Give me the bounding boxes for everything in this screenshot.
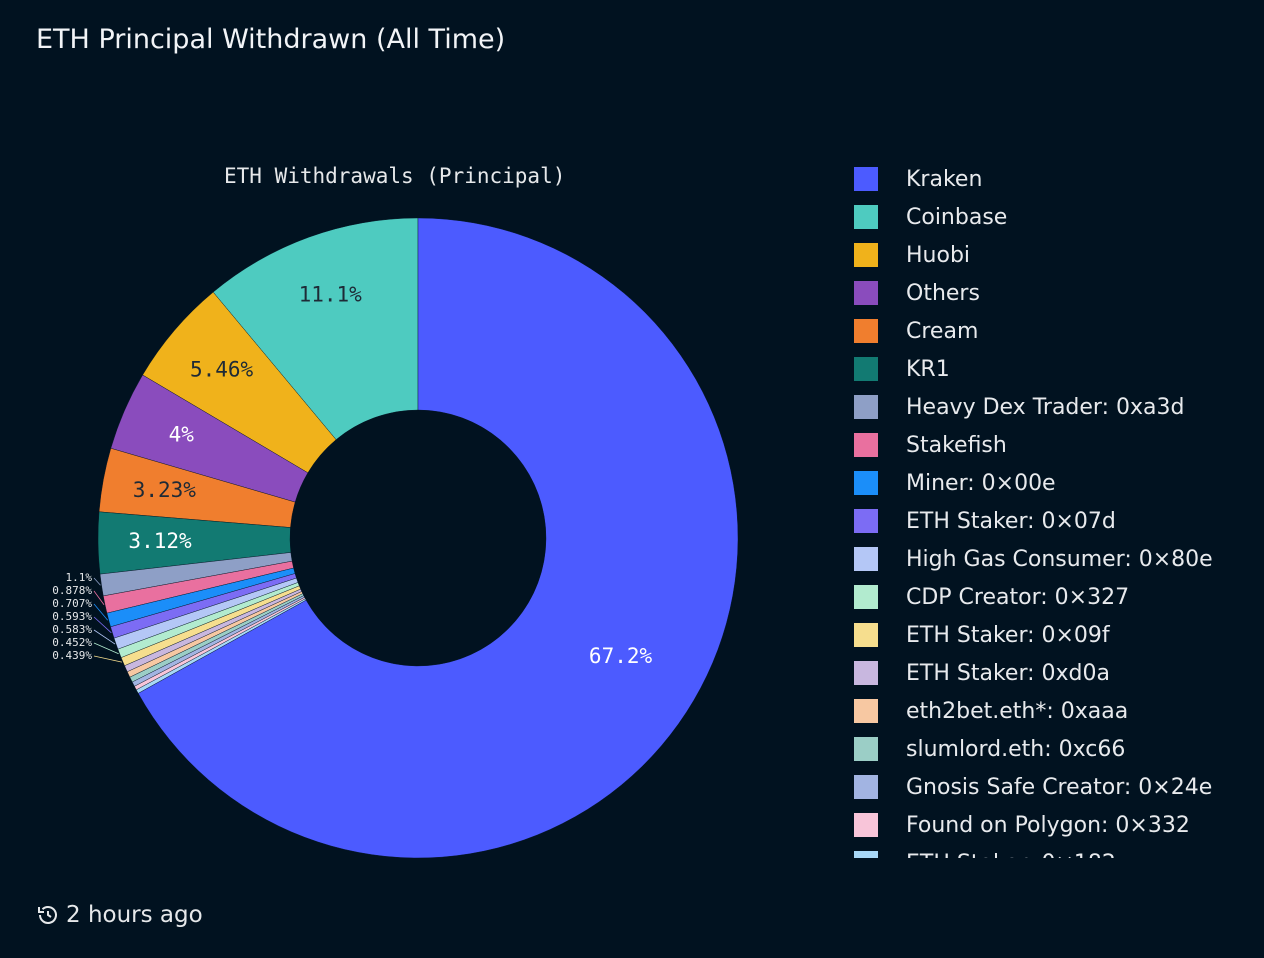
legend-swatch: [854, 661, 878, 685]
legend-label: Heavy Dex Trader: 0xa3d: [906, 394, 1185, 420]
legend-label: Miner: 0×00e: [906, 470, 1056, 496]
legend-label: KR1: [906, 356, 950, 382]
leader-line-9: [93, 616, 112, 634]
legend-label: Kraken: [906, 166, 983, 192]
slice-0[interactable]: [137, 217, 739, 859]
donut-chart: 11.1%5.46%4%3.23%3.12%1.1%0.878%0.707%0.…: [52, 217, 739, 859]
legend-item[interactable]: ETH Staker: 0×182: [854, 844, 1254, 858]
slice-label-4: 3.23%: [133, 478, 197, 502]
legend-item[interactable]: ETH Staker: 0×09f: [854, 616, 1254, 654]
leader-line-7: [93, 590, 105, 606]
legend-swatch: [854, 433, 878, 457]
slice-label-7: 0.878%: [52, 584, 92, 597]
legend: Kraken Coinbase Huobi Others Cream KR1 Heavy D…: [854, 160, 1254, 858]
legend-item[interactable]: Cream: [854, 312, 1254, 350]
legend-label: CDP Creator: 0×327: [906, 584, 1130, 610]
legend-label: Huobi: [906, 242, 971, 268]
legend-label: ETH Staker: 0×09f: [906, 622, 1110, 648]
legend-item[interactable]: Gnosis Safe Creator: 0×24e: [854, 768, 1254, 806]
page-title: ETH Principal Withdrawn (All Time): [36, 24, 506, 55]
legend-item[interactable]: eth2bet.eth*: 0xaaa: [854, 692, 1254, 730]
leader-line-6: [93, 577, 101, 586]
legend-swatch: [854, 471, 878, 495]
legend-item[interactable]: ETH Staker: 0×07d: [854, 502, 1254, 540]
legend-label: Stakefish: [906, 432, 1007, 458]
legend-swatch: [854, 319, 878, 343]
legend-swatch: [854, 357, 878, 381]
chart-title: ETH Withdrawals (Principal): [224, 164, 566, 188]
legend-label: Found on Polygon: 0×332: [906, 812, 1190, 838]
legend-swatch: [854, 281, 878, 305]
slice-label-10: 0.583%: [52, 623, 92, 636]
legend-item[interactable]: Others: [854, 274, 1254, 312]
legend-label: ETH Staker: 0×182: [906, 851, 1116, 859]
legend-swatch: [854, 547, 878, 571]
leader-line-12: [93, 655, 123, 663]
slice-label-8: 0.707%: [52, 597, 92, 610]
legend-item[interactable]: Coinbase: [854, 198, 1254, 236]
slice-label-3: 4%: [169, 422, 195, 446]
legend-swatch: [854, 623, 878, 647]
legend-swatch: [854, 509, 878, 533]
slice-label-1: 11.1%: [299, 282, 363, 306]
legend-item[interactable]: Stakefish: [854, 426, 1254, 464]
legend-item[interactable]: ETH Staker: 0xd0a: [854, 654, 1254, 692]
slice-label-12: 0.439%: [52, 649, 92, 662]
legend-item[interactable]: CDP Creator: 0×327: [854, 578, 1254, 616]
legend-swatch: [854, 395, 878, 419]
legend-label: eth2bet.eth*: 0xaaa: [906, 698, 1129, 724]
legend-swatch: [854, 775, 878, 799]
legend-item[interactable]: Kraken: [854, 160, 1254, 198]
slice-label-0: 67.2%: [589, 644, 653, 668]
legend-item[interactable]: High Gas Consumer: 0×80e: [854, 540, 1254, 578]
slice-label-9: 0.593%: [52, 610, 92, 623]
legend-swatch: [854, 851, 878, 858]
legend-label: High Gas Consumer: 0×80e: [906, 546, 1213, 572]
leader-line-10: [93, 629, 116, 645]
legend-item[interactable]: slumlord.eth: 0xc66: [854, 730, 1254, 768]
legend-item[interactable]: KR1: [854, 350, 1254, 388]
legend-label: Others: [906, 280, 980, 306]
legend-item[interactable]: Miner: 0×00e: [854, 464, 1254, 502]
legend-item[interactable]: Found on Polygon: 0×332: [854, 806, 1254, 844]
last-updated: 2 hours ago: [36, 902, 203, 928]
legend-swatch: [854, 205, 878, 229]
legend-swatch: [854, 585, 878, 609]
legend-label: Gnosis Safe Creator: 0×24e: [906, 774, 1213, 800]
leader-line-8: [93, 603, 109, 621]
history-icon: [38, 906, 57, 924]
legend-label: Cream: [906, 318, 979, 344]
legend-item[interactable]: Heavy Dex Trader: 0xa3d: [854, 388, 1254, 426]
slice-label-2: 5.46%: [190, 358, 254, 382]
legend-label: ETH Staker: 0xd0a: [906, 660, 1110, 686]
legend-swatch: [854, 243, 878, 267]
legend-swatch: [854, 813, 878, 837]
legend-swatch: [854, 737, 878, 761]
legend-label: slumlord.eth: 0xc66: [906, 736, 1126, 762]
slice-label-5: 3.12%: [128, 529, 192, 553]
last-updated-text: 2 hours ago: [66, 902, 203, 928]
legend-swatch: [854, 699, 878, 723]
legend-swatch: [854, 167, 878, 191]
slice-label-11: 0.452%: [52, 636, 92, 649]
slice-label-6: 1.1%: [66, 571, 93, 584]
legend-label: Coinbase: [906, 204, 1008, 230]
legend-label: ETH Staker: 0×07d: [906, 508, 1116, 534]
legend-item[interactable]: Huobi: [854, 236, 1254, 274]
leader-line-11: [93, 642, 119, 655]
